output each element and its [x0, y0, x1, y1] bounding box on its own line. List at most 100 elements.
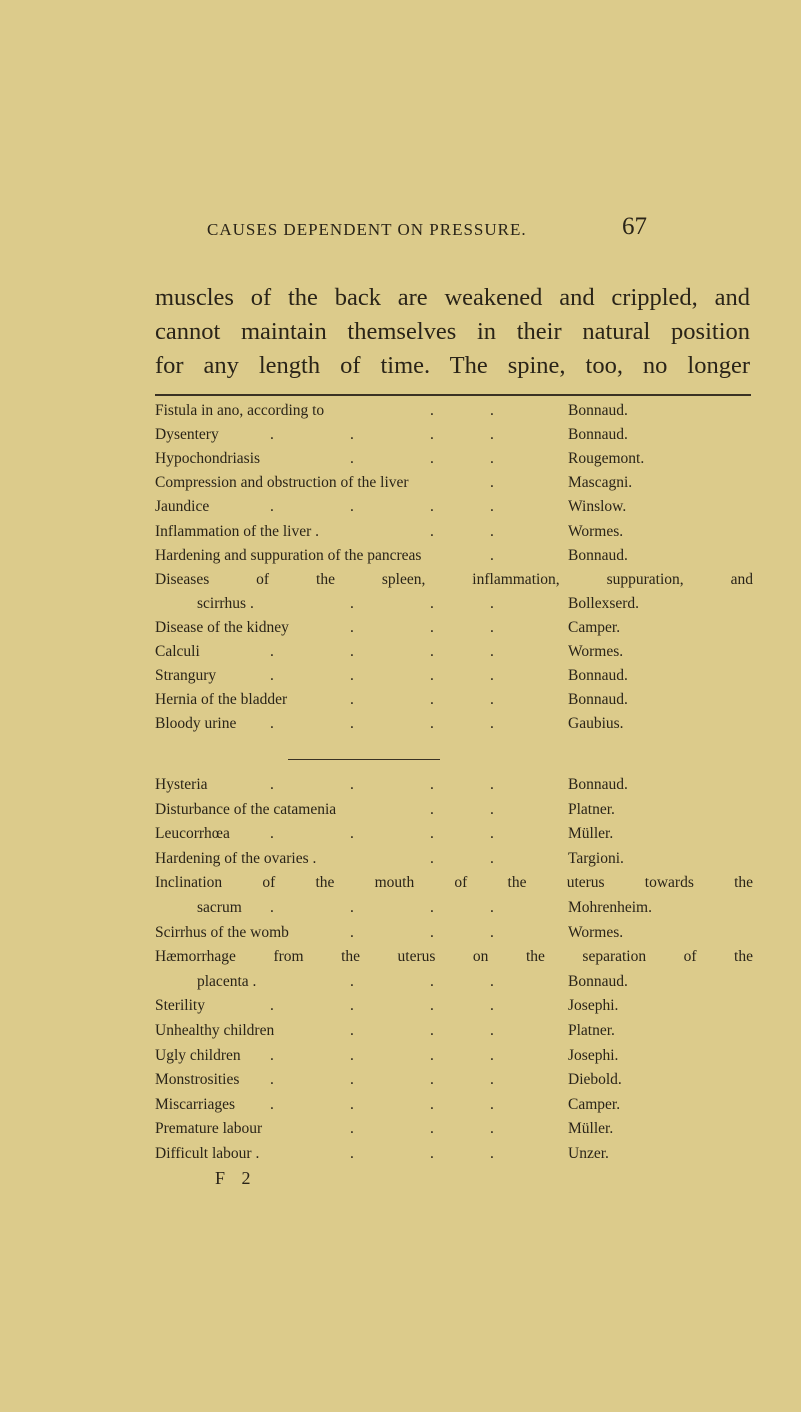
table-row: Disease of the kidney... Camper. — [155, 619, 755, 641]
leader-dot: . — [430, 923, 434, 941]
leader-dot: . — [350, 426, 354, 444]
leader-dot: . — [350, 667, 354, 685]
authority-name: Bonnaud. — [568, 667, 628, 685]
leader-dot: . — [430, 715, 434, 733]
leader-dot: . — [430, 1022, 434, 1039]
authority-name: Diebold. — [568, 1071, 622, 1089]
leader-dot: . — [430, 899, 434, 916]
leader-dot: . — [490, 800, 494, 818]
leader-dot: . — [350, 997, 354, 1015]
cause-label: Premature labour — [155, 1120, 263, 1138]
short-rule — [288, 759, 440, 760]
leader-dot: . — [430, 522, 434, 540]
table-row: Leucorrhœa.... Müller. — [155, 825, 755, 847]
leader-dot: . — [350, 923, 354, 941]
leader-dot: . — [490, 691, 494, 709]
authority-name: Wormes. — [568, 643, 624, 660]
table-row: sacrum.... Mohrenheim. — [155, 899, 755, 921]
leader-dot: . — [270, 643, 274, 660]
leader-dot: . — [270, 667, 274, 685]
cause-label: Scirrhus of the womb — [155, 923, 289, 941]
leader-dot: . — [350, 899, 354, 916]
cause-label: Dysentery — [155, 426, 219, 444]
table-row: Hæmorrhage from the uterus on the separa… — [155, 948, 755, 970]
leader-dot: . — [270, 426, 274, 444]
leader-dot: . — [430, 594, 434, 612]
table-row: Disturbance of the catamenia.. Platner. — [155, 801, 755, 823]
leader-dot: . — [270, 715, 274, 733]
leader-dot: . — [430, 972, 434, 990]
table-row: Unhealthy children... Platner. — [155, 1022, 755, 1044]
leader-dot: . — [350, 776, 354, 793]
leader-dot: . — [490, 923, 494, 941]
leader-dot: . — [270, 498, 274, 516]
table-row: scirrhus .... Bollexserd. — [155, 595, 755, 617]
table-row: Hypochondriasis... Rougemont. — [155, 450, 755, 472]
table-row: Scirrhus of the womb... Wormes. — [155, 924, 755, 946]
leader-dot: . — [490, 1095, 494, 1113]
table-row: Difficult labour .... Unzer. — [155, 1145, 755, 1167]
table-row: Inflammation of the liver ... Wormes. — [155, 523, 755, 545]
table-row: placenta .... Bonnaud. — [155, 973, 755, 995]
leader-dot: . — [430, 849, 434, 867]
leader-dot: . — [430, 691, 434, 709]
authority-name: Bonnaud. — [568, 776, 628, 793]
leader-dot: . — [350, 1046, 354, 1064]
leader-dot: . — [430, 450, 434, 468]
table-row: Hysteria.... Bonnaud. — [155, 776, 755, 798]
leader-dot: . — [430, 426, 434, 444]
table-row: Ugly children.... Josephi. — [155, 1047, 755, 1069]
authority-name: Bonnaud. — [568, 972, 628, 990]
authority-name: Bonnaud. — [568, 402, 628, 419]
table-row: Sterility.... Josephi. — [155, 997, 755, 1019]
table-row: Diseases of the spleen, inflammation, su… — [155, 571, 755, 593]
body-line: for any length of time. The spine, too, … — [155, 352, 750, 379]
body-line: muscles of the back are weakened and cri… — [155, 284, 750, 311]
table-row: Compression and obstruction of the liver… — [155, 474, 755, 496]
leader-dot: . — [490, 715, 494, 733]
table-row: Hardening and suppuration of the pancrea… — [155, 547, 755, 569]
leader-dot: . — [350, 1145, 354, 1162]
leader-dot: . — [490, 594, 494, 612]
leader-dot: . — [430, 800, 434, 818]
authority-name: Josephi. — [568, 997, 619, 1015]
cause-label: Unhealthy children — [155, 1022, 275, 1039]
leader-dot: . — [350, 1071, 354, 1089]
running-title: CAUSES DEPENDENT ON PRESSURE. — [207, 220, 527, 239]
cause-label: Hardening of the ovaries . — [155, 849, 317, 867]
leader-dot: . — [490, 825, 494, 843]
table-row: Monstrosities.... Diebold. — [155, 1071, 755, 1093]
leader-dot: . — [350, 498, 354, 516]
authority-name: Wormes. — [568, 923, 624, 941]
leader-dot: . — [430, 1071, 434, 1089]
leader-dot: . — [490, 849, 494, 867]
leader-dot: . — [490, 1071, 494, 1089]
leader-dot: . — [490, 522, 494, 540]
cause-label: Hysteria — [155, 776, 208, 793]
table-row: Hardening of the ovaries ... Targioni. — [155, 850, 755, 872]
table-row: Calculi.... Wormes. — [155, 643, 755, 665]
leader-dot: . — [270, 1046, 274, 1064]
cause-label: Hernia of the bladder — [155, 691, 288, 709]
authority-name: Platner. — [568, 1022, 615, 1039]
leader-dot: . — [430, 1095, 434, 1113]
row-text: Diseases of the spleen, inflammation, su… — [155, 570, 753, 588]
cause-label: sacrum — [197, 899, 242, 916]
authority-name: Camper. — [568, 618, 621, 636]
leader-dot: . — [490, 997, 494, 1015]
leader-dot: . — [270, 776, 274, 793]
leader-dot: . — [430, 1046, 434, 1064]
row-text: Hæmorrhage from the uterus on the separa… — [155, 948, 753, 966]
cause-label: placenta . — [197, 972, 257, 990]
leader-dot: . — [430, 825, 434, 843]
leader-dot: . — [490, 1120, 494, 1138]
leader-dot: . — [270, 825, 274, 843]
cause-label: Compression and obstruction of the liver — [155, 474, 409, 492]
leader-dot: . — [490, 899, 494, 916]
leader-dot: . — [430, 1145, 434, 1162]
leader-dot: . — [490, 426, 494, 444]
leader-dot: . — [350, 1120, 354, 1138]
cause-label: Jaundice — [155, 498, 210, 516]
leader-dot: . — [350, 594, 354, 612]
authority-name: Müller. — [568, 1120, 614, 1138]
